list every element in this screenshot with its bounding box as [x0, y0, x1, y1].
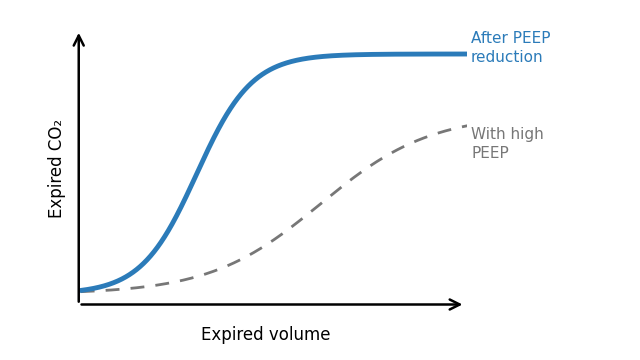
Text: Expired volume: Expired volume: [202, 325, 331, 343]
Text: Expired CO₂: Expired CO₂: [49, 118, 67, 217]
Text: After PEEP
reduction: After PEEP reduction: [471, 31, 550, 66]
Text: With high
PEEP: With high PEEP: [471, 127, 544, 161]
